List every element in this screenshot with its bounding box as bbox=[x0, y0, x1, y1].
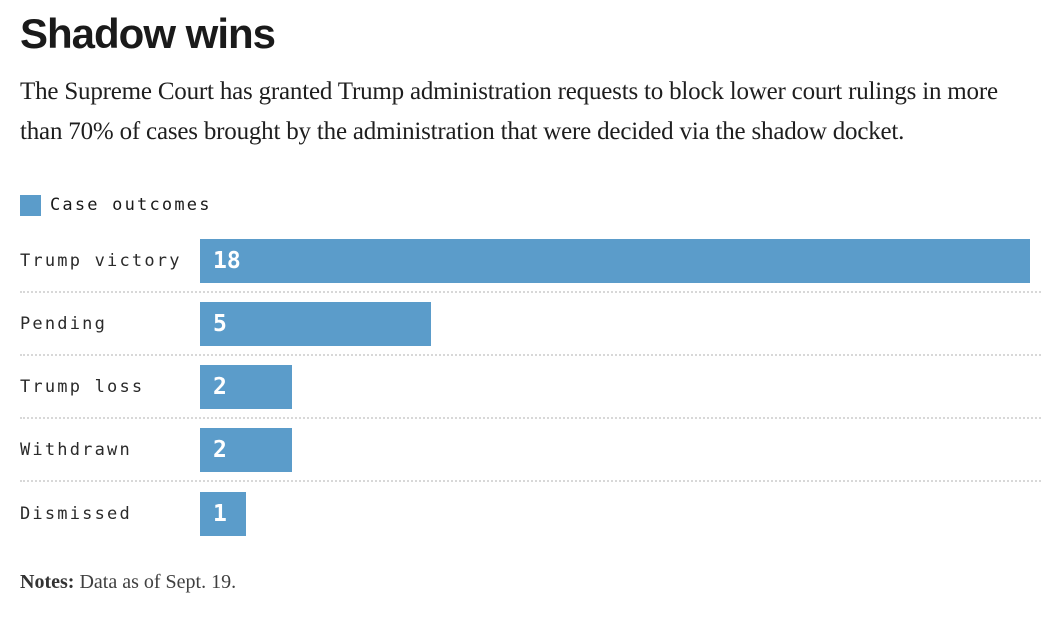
legend-swatch-icon bbox=[20, 194, 41, 216]
category-label: Trump victory bbox=[20, 250, 182, 271]
bar-area: 1 bbox=[200, 491, 1030, 536]
bar-value-label: 2 bbox=[213, 436, 227, 463]
chart-row: Withdrawn 2 bbox=[20, 419, 1041, 482]
chart-row: Trump victory 18 bbox=[20, 230, 1041, 293]
bar-value-label: 2 bbox=[213, 373, 227, 400]
category-label: Dismissed bbox=[20, 503, 132, 524]
category-label: Pending bbox=[20, 313, 108, 334]
chart-subtitle: The Supreme Court has granted Trump admi… bbox=[20, 78, 998, 145]
bar-area: 18 bbox=[200, 238, 1030, 283]
bar-area: 2 bbox=[200, 427, 1030, 472]
notes-text: Data as of Sept. 19. bbox=[79, 571, 237, 593]
legend-label: Case outcomes bbox=[50, 195, 212, 215]
chart-legend: Case outcomes bbox=[20, 194, 1041, 216]
chart-row: Dismissed 1 bbox=[20, 482, 1041, 545]
bar-value-label: 5 bbox=[213, 310, 227, 337]
bar-value-label: 1 bbox=[213, 500, 227, 527]
bar: 2 bbox=[200, 427, 293, 472]
bar-value-label: 18 bbox=[213, 247, 241, 274]
chart-row: Pending 5 bbox=[20, 293, 1041, 356]
bar: 1 bbox=[200, 491, 247, 536]
bar-chart: Trump victory 18 Pending 5 Trump loss 2 bbox=[20, 230, 1041, 545]
chart-card: Shadow wins The Supreme Court has grante… bbox=[20, 10, 1041, 594]
bar: 2 bbox=[200, 364, 293, 409]
chart-notes: Notes: Data as of Sept. 19. bbox=[20, 571, 1041, 594]
bar: 5 bbox=[200, 301, 431, 346]
bar-area: 5 bbox=[200, 301, 1030, 346]
category-label: Withdrawn bbox=[20, 439, 132, 460]
notes-label: Notes: bbox=[20, 571, 75, 593]
category-label: Trump loss bbox=[20, 376, 145, 397]
bar-area: 2 bbox=[200, 364, 1030, 409]
chart-row: Trump loss 2 bbox=[20, 356, 1041, 419]
chart-title: Shadow wins bbox=[20, 10, 276, 57]
bar: 18 bbox=[200, 238, 1030, 283]
